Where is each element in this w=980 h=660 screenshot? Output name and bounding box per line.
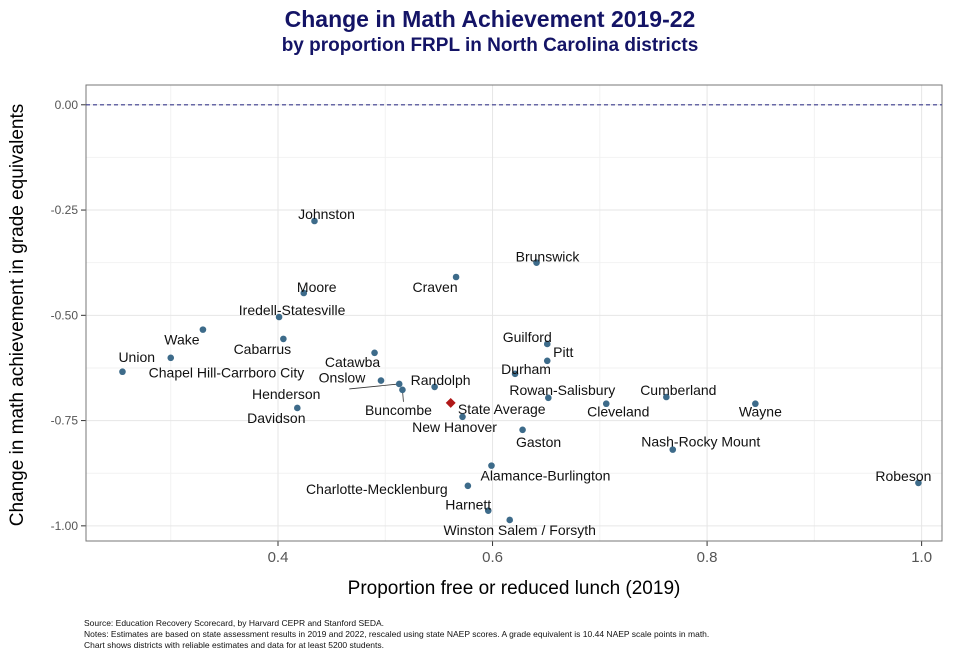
data-point xyxy=(280,335,287,343)
chart-notes-line: Chart shows districts with reliable esti… xyxy=(84,640,385,650)
data-point xyxy=(488,462,495,469)
data-point xyxy=(311,217,318,225)
data-point xyxy=(294,404,301,412)
source-note: Source: Education Recovery Scorecard, by… xyxy=(84,618,385,628)
y-axis-label: Change in math achievement in grade equi… xyxy=(7,103,28,527)
point-label: Henderson xyxy=(252,386,321,402)
data-point xyxy=(915,479,922,487)
y-tick-label: -0.50 xyxy=(51,308,79,322)
data-point xyxy=(506,516,514,524)
point-label: Johnston xyxy=(298,206,355,222)
point-label: Nash-Rocky Mount xyxy=(641,434,760,450)
chart-title: Change in Math Achievement 2019-22 xyxy=(284,6,696,32)
chart-subtitle: by proportion FRPL in North Carolina dis… xyxy=(281,35,699,56)
data-point xyxy=(452,273,460,281)
data-point xyxy=(377,377,385,384)
data-point xyxy=(371,349,378,357)
data-point xyxy=(543,357,551,365)
data-point xyxy=(199,326,207,333)
point-label: Guilford xyxy=(503,329,552,345)
point-label: Randolph xyxy=(411,372,471,388)
data-point xyxy=(533,259,540,266)
y-tick-label: -0.75 xyxy=(51,414,79,428)
point-label: Onslow xyxy=(319,370,367,386)
data-point xyxy=(167,354,175,362)
leader-line xyxy=(349,383,400,390)
point-label: Iredell-Statesville xyxy=(239,302,346,318)
data-point xyxy=(431,383,438,391)
y-tick-label: -0.25 xyxy=(51,203,79,217)
point-label: Cleveland xyxy=(587,404,649,420)
plot-border xyxy=(85,84,943,542)
data-point xyxy=(484,507,492,514)
point-label: Alamance-Burlington xyxy=(480,468,610,484)
point-label: Gaston xyxy=(516,434,561,450)
point-label: Cabarrus xyxy=(234,341,292,357)
data-point xyxy=(300,289,308,297)
data-point xyxy=(543,340,551,348)
point-label: Robeson xyxy=(875,468,931,484)
point-label: Chapel Hill-Carrboro City xyxy=(149,365,305,381)
data-point xyxy=(663,393,670,401)
point-label: Charlotte-Mecklenburg xyxy=(306,481,448,497)
data-point xyxy=(399,386,406,394)
data-point xyxy=(119,368,126,376)
point-label: Winston Salem / Forsyth xyxy=(443,522,596,538)
data-point xyxy=(275,313,283,321)
point-label: New Hanover xyxy=(412,419,497,435)
point-label: Buncombe xyxy=(365,402,432,418)
point-label: Cumberland xyxy=(640,382,716,398)
data-point xyxy=(464,482,472,490)
point-label: Union xyxy=(118,349,155,365)
point-label: Pitt xyxy=(553,344,573,360)
x-tick-label: 0.8 xyxy=(697,549,718,566)
point-label: Catawba xyxy=(325,354,380,370)
point-label: State Average xyxy=(458,401,546,417)
data-point xyxy=(459,413,466,421)
point-label: Wake xyxy=(164,332,199,348)
data-point xyxy=(545,394,552,402)
x-tick-label: 0.4 xyxy=(268,549,289,566)
point-label: Rowan-Salisbury xyxy=(509,382,615,398)
point-label: Wayne xyxy=(739,404,782,420)
point-label: Davidson xyxy=(247,410,305,426)
data-point xyxy=(519,426,526,434)
point-label: Brunswick xyxy=(516,249,581,265)
data-point xyxy=(752,400,759,408)
x-axis-label: Proportion free or reduced lunch (2019) xyxy=(347,578,681,599)
data-point xyxy=(511,370,519,378)
y-tick-label: -1.00 xyxy=(51,519,79,533)
data-point xyxy=(395,380,403,388)
x-tick-label: 1.0 xyxy=(911,549,932,566)
point-label: Craven xyxy=(413,279,458,295)
data-point xyxy=(602,400,610,408)
data-point xyxy=(669,446,677,453)
x-tick-label: 0.6 xyxy=(482,549,503,566)
point-label: Durham xyxy=(501,361,551,377)
point-label: Moore xyxy=(297,279,337,295)
point-label: Harnett xyxy=(445,497,491,513)
y-tick-label: 0.00 xyxy=(55,98,79,112)
notes-line: Notes: Estimates are based on state asse… xyxy=(84,629,710,639)
state-average-point xyxy=(445,397,456,408)
